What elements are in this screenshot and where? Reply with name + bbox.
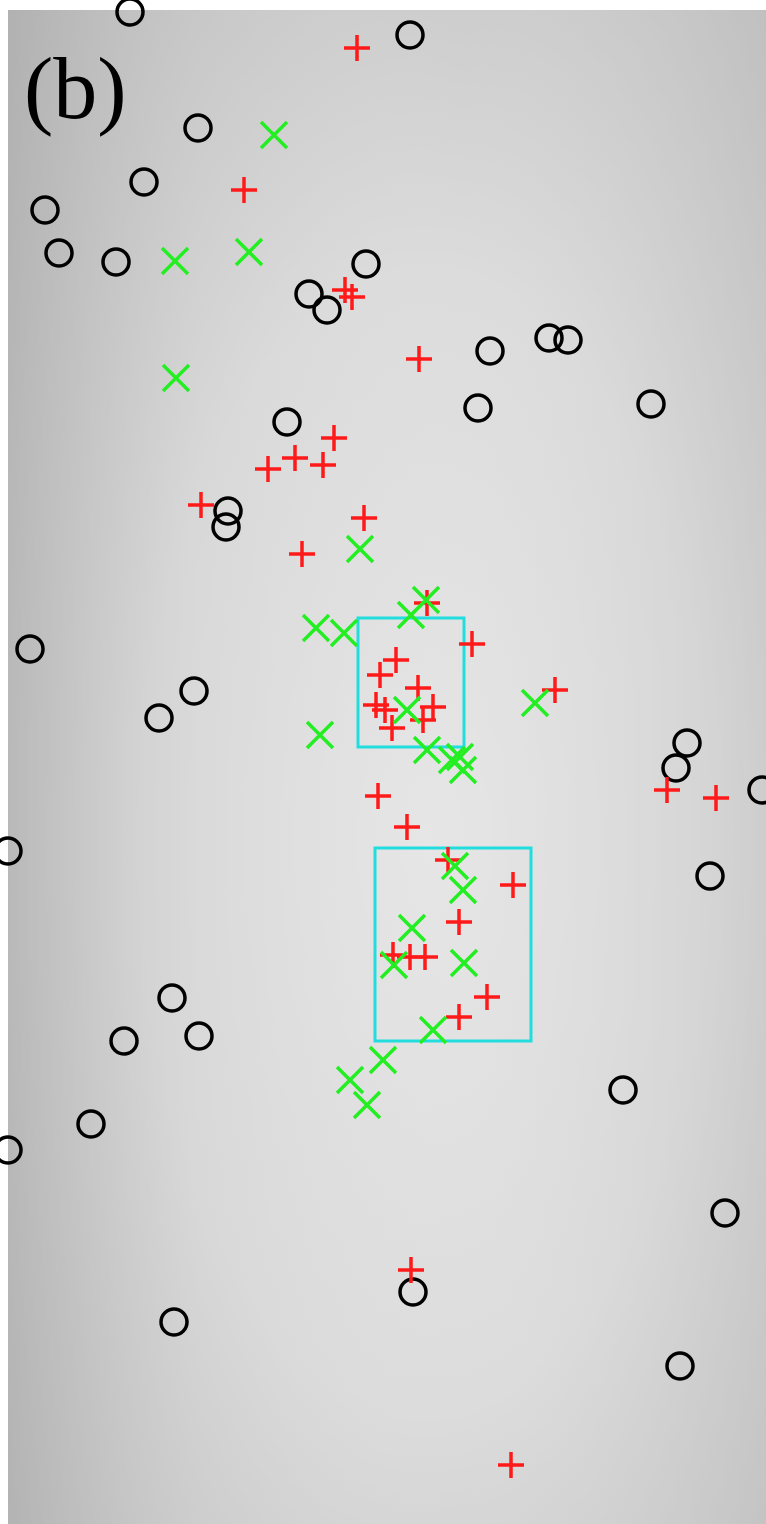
cross-marker [329, 618, 359, 648]
cross-marker [352, 1090, 382, 1120]
cross-marker [392, 695, 422, 725]
plus-marker [367, 662, 393, 688]
circle-marker [184, 1021, 214, 1051]
panel-label: (b) [24, 41, 127, 138]
circle-marker [44, 238, 74, 268]
plus-marker [282, 445, 308, 471]
circle-marker [144, 703, 174, 733]
plot-area [0, 0, 766, 1478]
circle-marker [30, 195, 60, 225]
circle-marker [115, 0, 145, 27]
plus-marker [498, 1452, 524, 1478]
plus-marker [351, 505, 377, 531]
circle-marker [211, 512, 241, 542]
circle-marker [76, 1109, 106, 1139]
cross-marker [259, 120, 289, 150]
circle-marker [395, 20, 425, 50]
circle-marker [294, 279, 324, 309]
circle-marker [534, 323, 564, 353]
plus-marker [383, 647, 409, 673]
circle-marker [101, 247, 131, 277]
cross-marker [161, 363, 191, 393]
cross-marker [448, 875, 478, 905]
circle-marker [0, 1135, 23, 1165]
cross-marker [448, 755, 478, 785]
plus-marker [394, 814, 420, 840]
cross-marker [396, 600, 426, 630]
cross-marker [449, 948, 479, 978]
cross-marker [412, 735, 442, 765]
plus-marker [500, 872, 526, 898]
cross-marker [520, 688, 550, 718]
cross-marker [418, 1015, 448, 1045]
plus-marker [398, 1257, 424, 1283]
plus-marker [321, 425, 347, 451]
circle-marker [553, 325, 583, 355]
cross-marker [379, 950, 409, 980]
circle-marker [608, 1075, 638, 1105]
circle-marker [179, 676, 209, 706]
region-box [373, 846, 533, 1043]
cross-marker [335, 1065, 365, 1095]
cross-marker [160, 246, 190, 276]
circle-marker [463, 393, 493, 423]
contour-shade [8, 10, 766, 1524]
cross-marker [440, 851, 470, 881]
cross-marker [345, 534, 375, 564]
cross-marker [368, 1045, 398, 1075]
plus-marker [446, 909, 472, 935]
plus-marker [339, 284, 365, 310]
cross-marker [234, 237, 264, 267]
plus-marker [459, 631, 485, 657]
circle-marker [636, 389, 666, 419]
cross-marker [397, 913, 427, 943]
cross-marker [305, 720, 335, 750]
circle-marker [398, 1277, 428, 1307]
plus-marker [703, 785, 729, 811]
circle-marker [665, 1351, 695, 1381]
plus-marker [412, 944, 438, 970]
circle-marker [312, 295, 342, 325]
circle-marker [159, 1307, 189, 1337]
circle-marker [672, 728, 702, 758]
circle-marker [747, 775, 766, 805]
plus-marker [474, 984, 500, 1010]
circle-marker [710, 1198, 740, 1228]
region-box [356, 616, 466, 749]
plus-marker [231, 177, 257, 203]
plus-marker [406, 346, 432, 372]
circle-marker [183, 113, 213, 143]
circle-marker [351, 249, 381, 279]
circle-marker [213, 496, 243, 526]
plus-marker [310, 452, 336, 478]
circle-marker [695, 861, 725, 891]
circle-marker [15, 634, 45, 664]
plus-marker [365, 783, 391, 809]
circle-marker [0, 836, 23, 866]
circle-marker [661, 753, 691, 783]
circle-marker [157, 983, 187, 1013]
circle-marker [129, 167, 159, 197]
plus-marker [188, 492, 214, 518]
plus-marker [410, 707, 436, 733]
circle-marker [475, 336, 505, 366]
plus-marker [446, 1004, 472, 1030]
plus-marker [372, 697, 398, 723]
plus-marker [344, 35, 370, 61]
plus-marker [255, 456, 281, 482]
circle-marker [272, 407, 302, 437]
plus-marker [289, 541, 315, 567]
cross-marker [301, 613, 331, 643]
circle-marker [109, 1026, 139, 1056]
plus-marker [379, 715, 405, 741]
plus-marker [654, 777, 680, 803]
